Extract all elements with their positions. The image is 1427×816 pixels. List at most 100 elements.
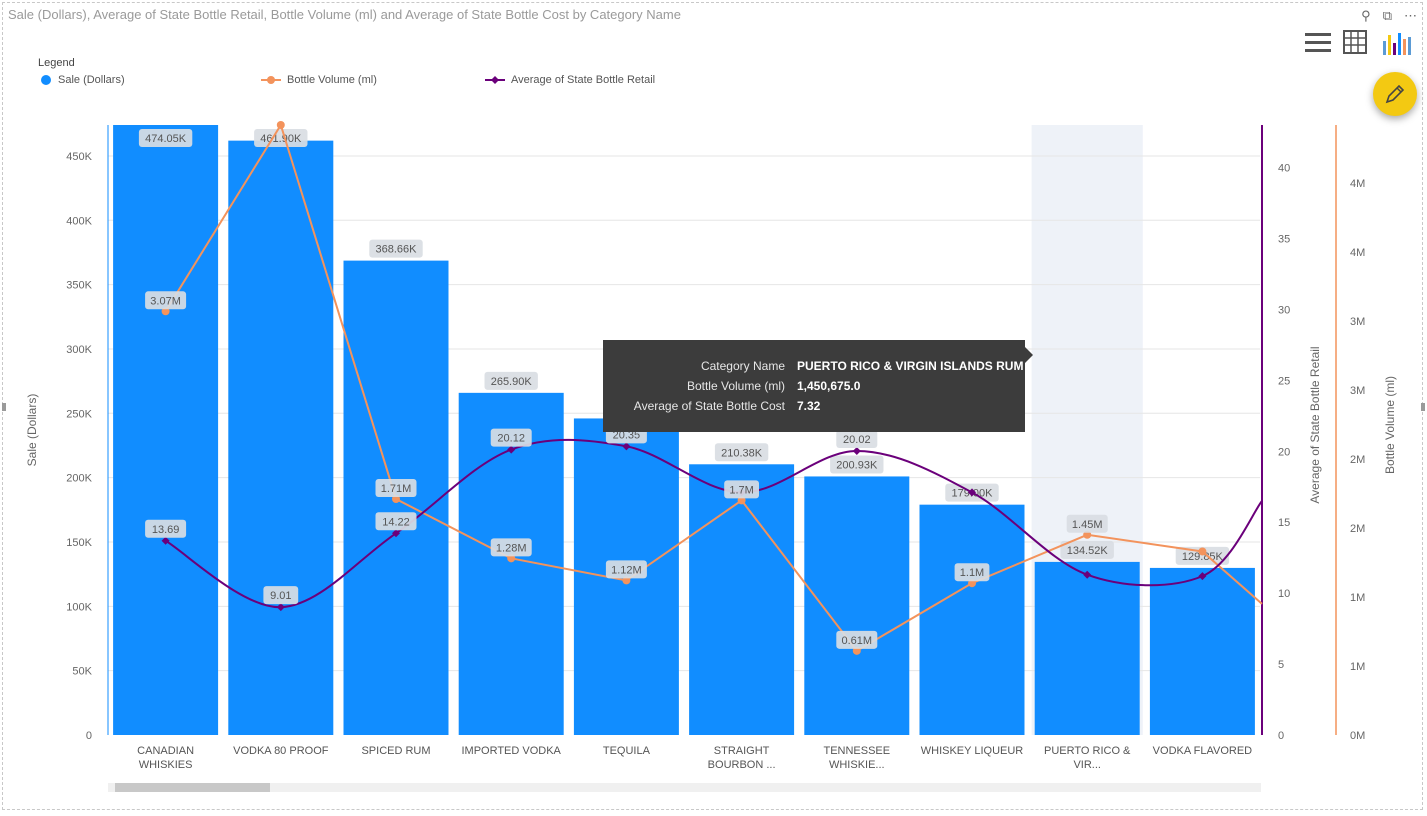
legend-item-bottle-volume[interactable]: Bottle Volume (ml) [261, 74, 377, 86]
y-left-tick-label: 0 [86, 730, 92, 742]
more-options-icon[interactable]: ⋯ [1404, 8, 1417, 23]
avg-retail-data-label: 20.12 [497, 433, 525, 445]
bar-data-label-bg [369, 239, 423, 258]
bottle-volume-data-label: 1.28M [496, 542, 527, 554]
bar-data-label: 368.66K [376, 244, 418, 256]
y-right2-tick-label: 4M [1350, 247, 1365, 259]
hamburger-menu-icon[interactable] [1305, 28, 1331, 56]
y-right2-tick-label: 3M [1350, 316, 1365, 328]
avg-retail-data-label: 20.35 [613, 429, 641, 441]
pencil-icon [1385, 84, 1405, 104]
bar-data-label: 210.38K [721, 447, 763, 459]
bottle-volume-data-label: 1.1M [960, 567, 984, 579]
y-right-tick-label: 20 [1278, 446, 1290, 458]
bar-data-label-bg [484, 371, 538, 390]
avg-retail-point [968, 488, 976, 497]
legend-label: Average of State Bottle Retail [511, 74, 656, 86]
legend-marker-avg-retail [485, 76, 505, 84]
x-category-label: TENNESSEE [823, 745, 890, 757]
x-category-label: VIR... [1073, 759, 1101, 771]
y-right-tick-label: 40 [1278, 163, 1290, 175]
bar-data-label: 265.90K [491, 376, 533, 388]
y-right-axis-title: Average of State Bottle Retail [1308, 346, 1322, 503]
x-category-label: BOURBON ... [708, 759, 776, 771]
avg-retail-data-label: 14.22 [382, 516, 410, 528]
y-right2-axis-title: Bottle Volume (ml) [1383, 376, 1397, 474]
avg-retail-point [1198, 572, 1207, 581]
x-category-label: IMPORTED VODKA [461, 745, 561, 757]
tooltip-row: Category Name PUERTO RICO & VIRGIN ISLAN… [603, 359, 1025, 377]
bottle-volume-data-label-bg [724, 480, 759, 499]
y-right2-tick-label: 0M [1350, 730, 1365, 742]
resize-handle-left[interactable] [2, 403, 6, 411]
scrollbar-thumb[interactable] [115, 783, 270, 792]
tooltip: Category Name PUERTO RICO & VIRGIN ISLAN… [603, 340, 1033, 432]
bottle-volume-data-label: 0.61M [842, 635, 873, 647]
tooltip-value: 7.32 [797, 399, 821, 413]
bar [919, 504, 1025, 735]
y-left-tick-label: 350K [66, 280, 92, 292]
x-category-label: WHISKEY LIQUEUR [921, 745, 1024, 757]
bar [804, 476, 910, 735]
tooltip-row: Average of State Bottle Cost 7.32 [603, 399, 1025, 417]
tooltip-arrow [1025, 347, 1033, 363]
y-right2-tick-label: 2M [1350, 454, 1365, 466]
legend-marker-bottle-volume [261, 76, 281, 84]
bar-data-label: 200.93K [836, 459, 878, 471]
legend-label: Sale (Dollars) [58, 74, 125, 86]
bottle-volume-data-label-bg [490, 538, 532, 557]
bar [1149, 567, 1255, 735]
avg-retail-point [276, 603, 285, 612]
bottle-volume-data-label-bg [605, 560, 647, 579]
y-right2-tick-label: 1M [1350, 661, 1365, 673]
bottle-volume-data-label-bg [1066, 514, 1108, 533]
visual-type-icon[interactable] [1382, 28, 1412, 56]
resize-handle-right[interactable] [1421, 403, 1425, 411]
edit-pencil-button[interactable] [1373, 72, 1417, 116]
avg-retail-data-label-bg [145, 519, 187, 538]
scrollbar-track[interactable] [108, 783, 1261, 792]
focus-mode-icon[interactable]: ⧉ [1382, 8, 1392, 23]
bar-data-label-bg [1060, 540, 1114, 559]
y-right2-tick-label: 1M [1350, 592, 1365, 604]
bar-data-label: 134.52K [1067, 545, 1109, 557]
tooltip-key: Category Name [700, 359, 785, 373]
y-left-tick-label: 150K [66, 537, 92, 549]
y-right-tick-label: 15 [1278, 517, 1290, 529]
y-right-tick-label: 0 [1278, 730, 1284, 742]
x-category-label: TEQUILA [603, 745, 651, 757]
y-left-tick-label: 100K [66, 601, 92, 613]
x-category-label: STRAIGHT [714, 745, 770, 757]
table-view-icon[interactable] [1343, 28, 1367, 56]
bar-data-label-bg [138, 129, 193, 147]
avg-retail-point [622, 442, 631, 451]
y-right2-tick-label: 4M [1350, 178, 1365, 190]
bottle-volume-data-label-bg [954, 563, 990, 582]
bar [1034, 561, 1140, 735]
bottle-volume-data-label-bg [145, 291, 187, 310]
bottle-volume-data-label: 1.45M [1072, 519, 1103, 531]
avg-retail-data-label: 9.01 [270, 590, 291, 602]
avg-retail-data-label: 13.69 [152, 524, 180, 536]
y-right-tick-label: 30 [1278, 304, 1290, 316]
pin-icon[interactable]: ⚲ [1361, 8, 1371, 23]
visual-header-icons: ⚲ ⧉ ⋯ [1361, 9, 1417, 23]
bottle-volume-point [1198, 547, 1207, 556]
legend-item-sale[interactable]: Sale (Dollars) [40, 74, 125, 86]
bar-data-label-bg [254, 129, 308, 147]
x-category-label: WHISKIE... [829, 759, 885, 771]
bottle-volume-data-label-bg [836, 630, 878, 649]
legend-item-avg-retail[interactable]: Average of State Bottle Retail [485, 74, 655, 86]
tooltip-value: PUERTO RICO & VIRGIN ISLANDS RUM [797, 359, 1024, 373]
avg-retail-point [161, 536, 170, 545]
y-right-tick-label: 25 [1278, 375, 1290, 387]
avg-retail-point [507, 445, 516, 454]
bottle-volume-data-label-bg [375, 479, 417, 498]
y-right-tick-label: 5 [1278, 659, 1284, 671]
y-left-tick-label: 400K [66, 215, 92, 227]
x-category-label: PUERTO RICO & [1044, 745, 1131, 757]
bar-data-label-bg [830, 455, 884, 474]
tooltip-key: Average of State Bottle Cost [633, 399, 785, 413]
x-category-label: VODKA FLAVORED [1153, 745, 1252, 757]
